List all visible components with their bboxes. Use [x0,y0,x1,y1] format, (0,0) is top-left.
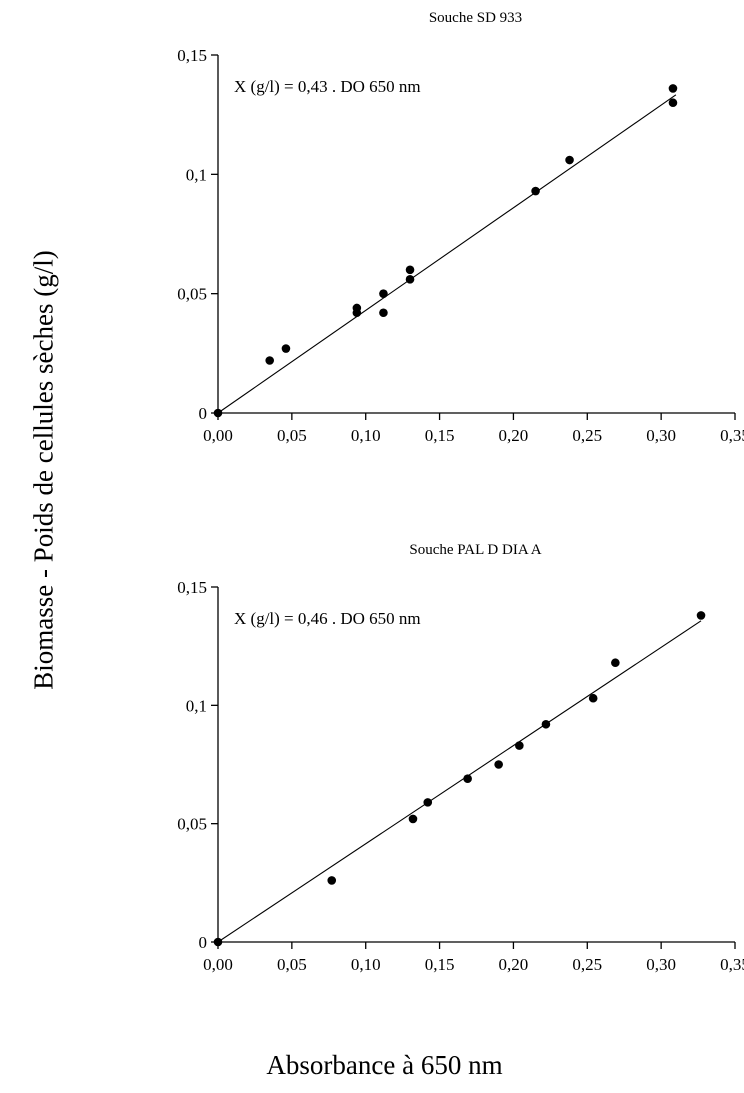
chart-1-data-point [463,774,472,783]
chart-1-data-point [515,741,524,750]
chart-0-x-tick-label: 0,25 [572,426,602,445]
chart-1-title: Souche PAL D DIA A [409,542,541,558]
chart-1-y-tick-label: 0,15 [177,578,207,597]
chart-0-y-tick-label: 0,1 [186,165,207,184]
chart-0-data-point [379,289,388,298]
chart-1-data-point [408,814,418,824]
chart-0-data-point [352,303,362,313]
chart-1-y-tick-label: 0,05 [177,815,207,834]
chart-0-data-point [531,186,540,196]
chart-1-x-tick-label: 0,35 [720,955,744,974]
chart-0-regression-line [217,94,677,414]
chart-1-data-point [494,760,503,769]
chart-1-x-tick-label: 0,15 [425,955,455,974]
chart-1-x-tick-label: 0,20 [499,955,529,974]
chart-0-title: Souche SD 933 [429,10,522,26]
chart-1-x-tick-label: 0,30 [646,955,676,974]
chart-0-data-point [281,344,291,353]
chart-0-x-tick-label: 0,15 [425,426,455,445]
chart-0-x-tick-label: 0,20 [499,426,529,445]
chart-1-data-point [327,876,337,885]
chart-0-data-point [565,155,574,165]
chart-1-data-point [588,693,598,703]
chart-0-x-tick-label: 0,35 [720,426,744,445]
shared-x-axis-label: Absorbance à 650 nm [266,1050,503,1080]
chart-0-y-tick-label: 0,05 [177,285,207,304]
chart-1-x-tick-label: 0,00 [203,955,233,974]
chart-0-x-tick-label: 0,10 [351,426,381,445]
chart-1-y-tick-label: 0 [199,933,208,952]
chart-0-x-tick-label: 0,05 [277,426,307,445]
chart-1-data-point [611,658,620,668]
chart-1-equation-annotation: X (g/l) = 0,46 . DO 650 nm [234,609,421,628]
chart-0-data-point [668,98,678,108]
chart-1-x-tick-label: 0,25 [572,955,602,974]
chart-1-data-point [696,611,706,620]
chart-0-data-point [668,84,678,93]
chart-1-data-point [213,937,223,947]
chart-0-y-tick-label: 0,15 [177,46,207,65]
chart-0-equation-annotation: X (g/l) = 0,43 . DO 650 nm [234,77,421,96]
chart-1-x-tick-label: 0,05 [277,955,307,974]
chart-0-data-point [379,308,388,318]
chart-1-data-point [423,798,433,807]
chart-1-x-tick-label: 0,10 [351,955,381,974]
chart-0-y-tick-label: 0 [199,404,208,423]
chart-1-y-tick-label: 0,1 [186,696,207,715]
chart-0-x-tick-label: 0,00 [203,426,233,445]
chart-0-data-point [405,265,415,275]
chart-0-data-point [213,408,223,418]
chart-0-data-point [405,275,415,284]
chart-0-data-point [265,356,275,365]
chart-0-x-tick-label: 0,30 [646,426,676,445]
chart-1-data-point [541,719,551,729]
chart-1-regression-line [217,620,702,943]
